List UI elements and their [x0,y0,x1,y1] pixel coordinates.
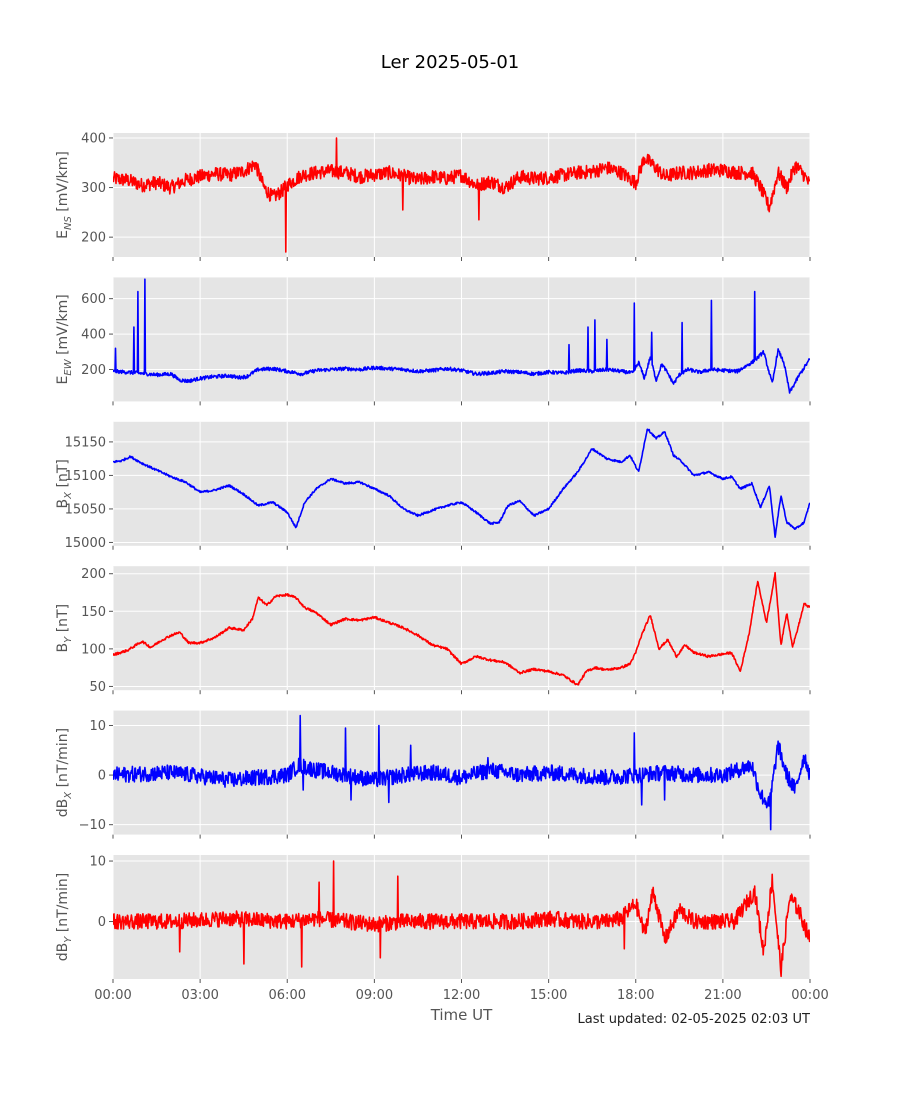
x-tick-label: 06:00 [269,988,306,1003]
y-axis-label: dBX [nT/min] [55,728,74,817]
y-tick-label: 100 [81,642,106,657]
panel-by: 50 100 150 200 BY [nT] [55,566,811,695]
series-line-eew [113,278,810,394]
y-axis-label: dBY [nT/min] [55,873,74,962]
y-tick-label: 200 [81,363,106,378]
y-tick-label: 15050 [65,502,106,517]
y-tick-label: 0 [98,915,106,930]
y-tick-label: 15000 [65,536,106,551]
y-tick-label: 400 [81,328,106,343]
panel-dbx: −10 0 10 dBX [nT/min] [55,710,811,839]
x-tick-label: 03:00 [181,988,218,1003]
y-tick-label: 200 [81,567,106,582]
panel-bx: 15000 15050 15100 15150 BX [nT] [55,421,811,551]
y-tick-label: −10 [79,818,106,833]
y-axis-label: ENS [mV/km] [55,151,74,239]
panel-eew: 200 400 600 EEW [mV/km] [55,277,811,406]
y-tick-label: 200 [81,231,106,246]
y-tick-label: 10 [89,719,106,734]
x-tick-label: 09:00 [356,988,393,1003]
x-tick-label: 15:00 [530,988,567,1003]
x-tick-label: 21:00 [704,988,741,1003]
y-tick-label: 10 [89,855,106,870]
y-tick-label: 600 [81,292,106,307]
y-tick-label: 50 [89,680,106,695]
y-tick-label: 400 [81,131,106,146]
y-tick-label: 150 [81,605,106,620]
y-tick-label: 15100 [65,469,106,484]
y-axis-label: BY [nT] [55,604,74,653]
x-tick-label: 00:00 [791,988,828,1003]
last-updated-label: Last updated: 02-05-2025 02:03 UT [577,1012,810,1027]
series-line-dby [113,860,810,978]
y-axis-label: BX [nT] [55,459,74,508]
y-tick-label: 300 [81,181,106,196]
series-line-bx [113,428,810,538]
series-line-ens [113,137,810,253]
panel-dby: 0 10 dBY [nT/min] [55,855,811,983]
y-axis-label: EEW [mV/km] [55,294,74,384]
panel-ens: 200 300 400 ENS [mV/km] [55,131,811,261]
figure-title: Ler 2025-05-01 [380,52,520,73]
x-tick-label: 18:00 [617,988,654,1003]
series-line-dbx [113,714,810,831]
y-tick-label: 15150 [65,435,106,450]
x-tick-label: 12:00 [443,988,480,1003]
x-tick-label: 00:00 [94,988,131,1003]
x-axis-label: Time UT [430,1006,493,1024]
y-tick-label: 0 [98,769,106,784]
series-line-by [113,571,810,686]
